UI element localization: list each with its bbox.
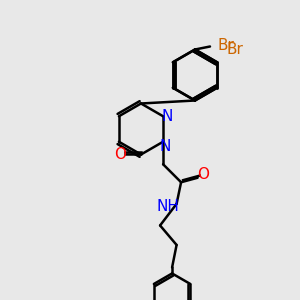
Text: Br: Br <box>226 42 243 57</box>
Text: O: O <box>197 167 209 182</box>
Text: N: N <box>162 109 173 124</box>
Text: NH: NH <box>156 199 179 214</box>
Text: N: N <box>160 139 171 154</box>
Text: Br: Br <box>218 38 234 53</box>
Text: O: O <box>114 147 126 162</box>
